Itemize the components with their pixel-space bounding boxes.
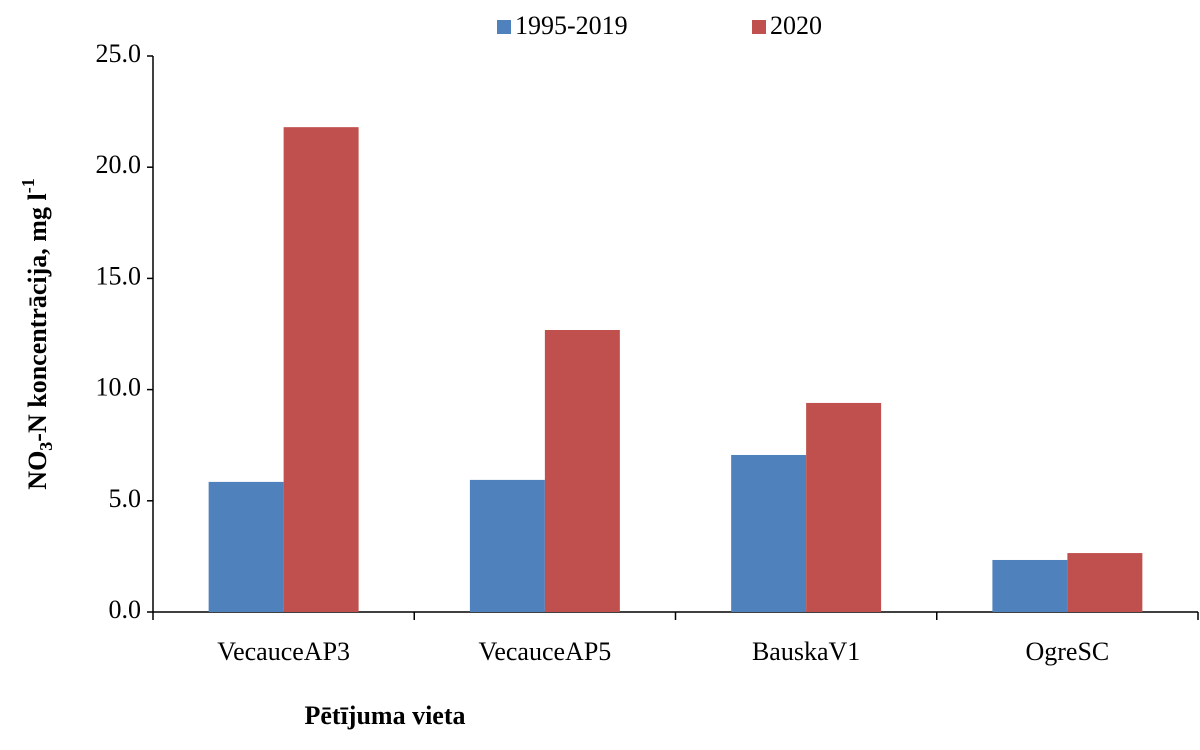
bar [731,454,807,612]
bar [469,479,545,612]
y-tick-label: 15.0 [96,261,142,290]
bar [283,127,359,612]
legend-swatch [497,20,511,34]
y-tick-label: 0.0 [109,595,142,624]
bar [208,481,284,612]
y-axis-title: NO3-N koncentrācija, mg l-1 [18,178,56,489]
y-tick-label: 20.0 [96,150,142,179]
bar [806,402,882,612]
y-title-part: NO [23,451,52,490]
x-tick-label: VecauceAP3 [217,637,350,666]
x-tick-label: VecauceAP5 [478,637,611,666]
y-title-sup: -1 [18,178,38,193]
x-axis-title: Pētījuma vieta [304,701,465,730]
y-title-sub: 3 [36,442,56,451]
legend-swatch [752,20,766,34]
legend-label: 2020 [770,11,822,40]
y-tick-label: 10.0 [96,373,142,402]
bar [992,559,1068,612]
bar [544,329,620,612]
legend-label: 1995-2019 [515,11,628,40]
bar [1067,553,1143,612]
x-tick-label: BauskaV1 [752,637,860,666]
y-title-part: -N koncentrācija, mg l [23,193,52,441]
y-tick-label: 5.0 [109,484,142,513]
y-tick-label: 25.0 [96,39,142,68]
x-tick-label: OgreSC [1025,637,1109,666]
